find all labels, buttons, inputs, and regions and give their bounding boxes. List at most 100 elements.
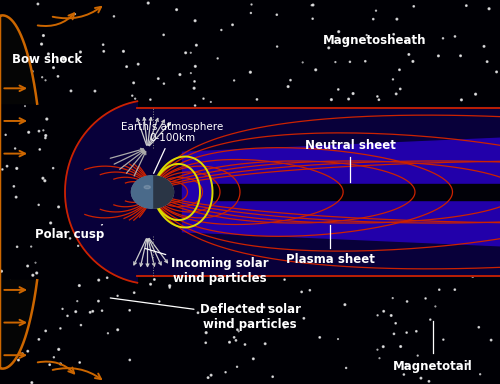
- Point: [422, 205, 430, 211]
- Point: [130, 80, 138, 86]
- Point: [172, 7, 180, 13]
- Point: [375, 97, 383, 103]
- Point: [241, 341, 249, 348]
- Point: [390, 331, 398, 337]
- Point: [154, 227, 162, 233]
- Point: [393, 16, 401, 22]
- Point: [417, 375, 425, 381]
- Point: [230, 260, 237, 266]
- Point: [360, 254, 368, 260]
- Point: [71, 11, 79, 17]
- Point: [402, 196, 410, 202]
- Point: [34, 1, 42, 7]
- Point: [234, 327, 241, 333]
- Point: [172, 253, 180, 259]
- Point: [1, 312, 9, 318]
- Point: [395, 209, 403, 215]
- Point: [468, 273, 476, 280]
- Point: [458, 148, 466, 154]
- Point: [308, 2, 316, 8]
- Point: [306, 287, 314, 293]
- Point: [258, 142, 266, 148]
- Point: [56, 325, 64, 331]
- Point: [114, 327, 122, 333]
- Point: [456, 53, 464, 59]
- Point: [54, 204, 62, 210]
- Point: [388, 295, 396, 301]
- Point: [398, 236, 406, 242]
- Point: [265, 304, 273, 310]
- Circle shape: [132, 176, 173, 208]
- Point: [191, 18, 199, 24]
- Point: [148, 134, 156, 140]
- Point: [246, 113, 254, 119]
- Point: [192, 42, 200, 48]
- Point: [56, 361, 64, 367]
- Point: [496, 162, 500, 168]
- Point: [190, 85, 198, 91]
- Text: Magnetotail: Magnetotail: [392, 360, 472, 373]
- Point: [114, 293, 122, 299]
- Point: [42, 132, 50, 139]
- Point: [118, 185, 126, 191]
- Point: [130, 290, 138, 296]
- Point: [217, 242, 225, 248]
- Point: [154, 76, 162, 82]
- Point: [438, 149, 446, 155]
- Point: [24, 263, 32, 269]
- Point: [14, 357, 22, 363]
- Point: [434, 53, 442, 59]
- Point: [485, 6, 493, 12]
- Point: [284, 84, 292, 90]
- Point: [490, 108, 498, 114]
- Point: [291, 167, 299, 173]
- Point: [220, 169, 228, 175]
- Point: [396, 67, 404, 73]
- Point: [131, 96, 139, 102]
- Point: [236, 303, 244, 309]
- Point: [372, 8, 380, 14]
- Point: [147, 255, 155, 261]
- Point: [160, 32, 168, 38]
- Point: [492, 69, 500, 75]
- Point: [94, 277, 102, 283]
- Point: [148, 256, 156, 262]
- Point: [122, 64, 130, 70]
- Point: [381, 238, 389, 244]
- Point: [247, 10, 255, 16]
- Point: [187, 50, 195, 56]
- Point: [336, 177, 344, 184]
- Text: Neutral sheet: Neutral sheet: [304, 139, 396, 152]
- Point: [174, 177, 182, 183]
- Point: [312, 67, 320, 73]
- Point: [384, 260, 392, 266]
- Point: [462, 3, 470, 9]
- Point: [54, 346, 62, 353]
- Point: [280, 324, 288, 330]
- Point: [427, 181, 435, 187]
- Point: [214, 55, 222, 61]
- Point: [396, 86, 404, 92]
- Point: [392, 91, 400, 97]
- Point: [328, 168, 336, 174]
- Point: [384, 271, 392, 278]
- Point: [180, 216, 188, 222]
- Point: [227, 250, 235, 257]
- Point: [185, 125, 193, 131]
- Point: [230, 78, 238, 84]
- Point: [11, 146, 19, 152]
- Point: [150, 276, 158, 283]
- Point: [349, 91, 357, 97]
- Point: [35, 336, 43, 343]
- Wedge shape: [152, 176, 174, 208]
- Point: [94, 298, 102, 304]
- Point: [467, 191, 475, 197]
- Point: [4, 288, 12, 295]
- Point: [104, 259, 112, 265]
- Point: [288, 112, 296, 118]
- Point: [226, 339, 234, 345]
- Point: [432, 303, 440, 310]
- Point: [374, 93, 382, 99]
- Point: [479, 194, 487, 200]
- Point: [374, 131, 382, 137]
